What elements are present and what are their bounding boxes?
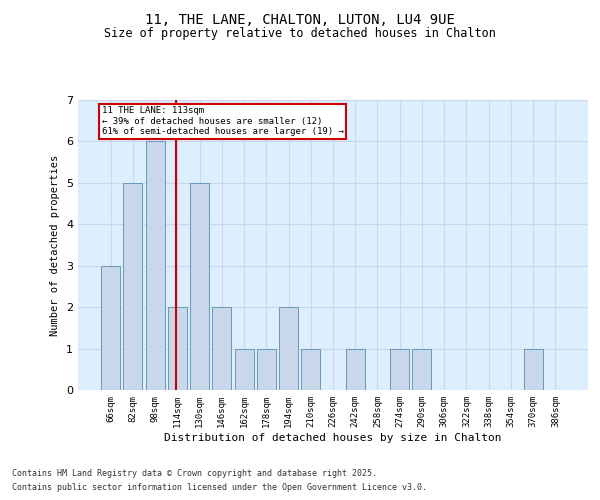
Text: Contains HM Land Registry data © Crown copyright and database right 2025.: Contains HM Land Registry data © Crown c… [12,468,377,477]
Bar [124,183,142,390]
Bar [190,183,209,390]
Bar [301,348,320,390]
Bar [101,266,120,390]
Bar [412,348,431,390]
Bar [257,348,276,390]
Bar [168,307,187,390]
Bar [524,348,542,390]
Bar [346,348,365,390]
Bar [146,142,164,390]
Bar [212,307,231,390]
Bar [235,348,254,390]
Bar [390,348,409,390]
Text: Size of property relative to detached houses in Chalton: Size of property relative to detached ho… [104,28,496,40]
Bar [279,307,298,390]
X-axis label: Distribution of detached houses by size in Chalton: Distribution of detached houses by size … [164,432,502,442]
Text: 11, THE LANE, CHALTON, LUTON, LU4 9UE: 11, THE LANE, CHALTON, LUTON, LU4 9UE [145,12,455,26]
Y-axis label: Number of detached properties: Number of detached properties [50,154,61,336]
Text: 11 THE LANE: 113sqm
← 39% of detached houses are smaller (12)
61% of semi-detach: 11 THE LANE: 113sqm ← 39% of detached ho… [102,106,344,136]
Text: Contains public sector information licensed under the Open Government Licence v3: Contains public sector information licen… [12,484,427,492]
